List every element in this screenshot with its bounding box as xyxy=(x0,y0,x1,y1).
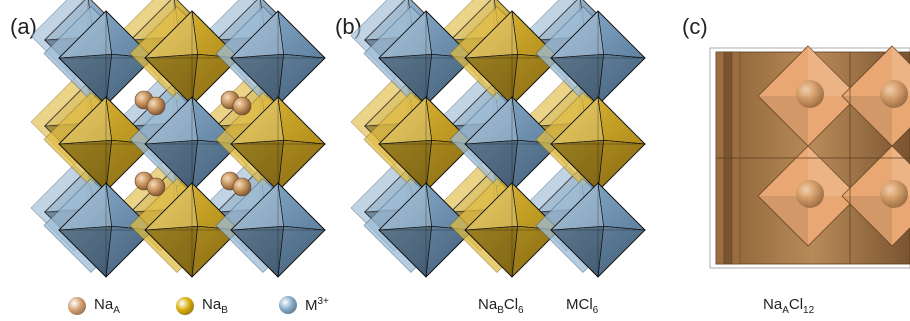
sphere-m3-icon xyxy=(279,296,297,314)
structure-panel-c xyxy=(709,45,910,269)
mcl6-octahedron xyxy=(535,6,646,106)
na-a-atom xyxy=(232,177,252,197)
mcl6-octahedron xyxy=(215,6,326,106)
caption-nab-cl6: NaBCl6 xyxy=(478,296,524,316)
nab-cl6-octahedron xyxy=(215,92,326,192)
legend-na-b: NaB xyxy=(176,296,228,316)
nab-cl6-octahedron xyxy=(535,92,646,192)
structure-panel-b xyxy=(350,0,646,278)
legend-na-a: NaA xyxy=(68,296,120,316)
na-a-atom xyxy=(796,180,824,208)
mcl6-octahedron xyxy=(129,92,240,192)
nab-cl6-octahedron xyxy=(43,92,154,192)
caption-mcl6: MCl6 xyxy=(566,296,599,316)
sphere-na-b-icon xyxy=(176,297,194,315)
legend-label-m3: M3+ xyxy=(305,296,329,314)
na-a-atom xyxy=(796,80,824,108)
legend-label-na-a: NaA xyxy=(94,296,120,316)
structure-panel-a xyxy=(30,0,326,278)
mcl6-octahedron xyxy=(363,178,474,278)
na-a-atom xyxy=(146,177,166,197)
mcl6-octahedron xyxy=(363,6,474,106)
sphere-na-a-icon xyxy=(68,297,86,315)
na-a-atom xyxy=(232,96,252,116)
nab-cl6-octahedron xyxy=(449,6,560,106)
nab-cl6-octahedron xyxy=(363,92,474,192)
nab-cl6-octahedron xyxy=(129,178,240,278)
structure-diagram xyxy=(30,0,910,278)
mcl6-octahedron xyxy=(449,92,560,192)
nab-cl6-octahedron xyxy=(129,6,240,106)
legend-m3: M3+ xyxy=(279,296,329,314)
na-a-atom xyxy=(880,80,908,108)
caption-naa-cl12: NaACl12 xyxy=(763,296,815,316)
mcl6-octahedron xyxy=(43,178,154,278)
legend-label-na-b: NaB xyxy=(202,296,228,316)
panel-label-c: (c) xyxy=(682,14,708,39)
na-a-atom xyxy=(146,96,166,116)
mcl6-octahedron xyxy=(215,178,326,278)
nab-cl6-octahedron xyxy=(449,178,560,278)
mcl6-octahedron xyxy=(43,6,154,106)
mcl6-octahedron xyxy=(535,178,646,278)
na-a-atom xyxy=(880,180,908,208)
